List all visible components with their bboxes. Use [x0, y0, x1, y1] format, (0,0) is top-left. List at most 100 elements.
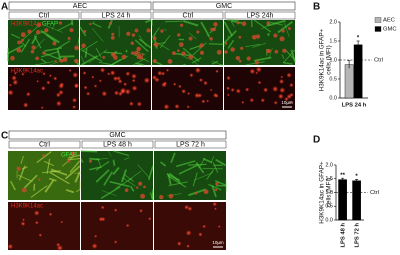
nucleus: [277, 93, 284, 100]
micrograph-merged: [154, 151, 227, 200]
nucleus: [21, 187, 27, 193]
nucleus: [126, 31, 131, 36]
fiber: [178, 163, 199, 175]
nucleus: [214, 207, 217, 211]
fiber: [46, 158, 51, 174]
group-header: GMC: [109, 132, 125, 139]
condition-header-box: [81, 140, 154, 149]
fiber: [223, 30, 237, 44]
micrograph-merged: [7, 19, 80, 66]
nucleus: [69, 28, 74, 33]
fiber: [20, 155, 24, 165]
fiber: [80, 56, 86, 65]
nucleus: [107, 72, 111, 76]
nucleus: [289, 100, 294, 104]
fiber: [138, 38, 152, 49]
fiber: [79, 26, 87, 37]
nucleus: [86, 91, 91, 96]
fiber: [165, 20, 185, 23]
image-bg: [8, 202, 80, 250]
nucleus: [187, 206, 193, 212]
nucleus: [136, 46, 141, 52]
fiber: [11, 33, 21, 39]
fiber: [23, 174, 38, 189]
fiber: [44, 160, 55, 167]
nucleus: [217, 225, 221, 229]
nucleus: [38, 233, 43, 237]
nucleus: [152, 58, 157, 64]
fiber: [252, 42, 267, 48]
nucleus: [281, 29, 285, 33]
fiber: [7, 44, 24, 55]
nucleus: [286, 72, 292, 78]
nucleus: [91, 75, 95, 79]
nucleus: [7, 89, 14, 96]
nucleus: [21, 72, 25, 76]
fiber: [135, 62, 145, 66]
reference-label: Ctrl: [374, 58, 383, 64]
nucleus: [36, 22, 41, 28]
nucleus: [131, 33, 136, 37]
y-axis-label: cells (MFI): [326, 45, 333, 74]
scale-bar-label: 10µm: [212, 240, 224, 245]
fiber: [57, 40, 71, 50]
nucleus: [176, 241, 182, 246]
nucleus: [241, 21, 247, 26]
condition-header-box: [8, 140, 81, 149]
nucleus: [230, 87, 235, 92]
nucleus: [226, 75, 231, 81]
fiber: [34, 61, 54, 66]
fiber: [121, 177, 136, 187]
nucleus: [187, 92, 191, 96]
fiber: [159, 35, 171, 49]
nucleus: [199, 50, 205, 55]
nucleus: [20, 32, 26, 38]
fiber: [98, 61, 114, 66]
nucleus: [110, 35, 115, 40]
fiber: [49, 171, 70, 185]
fiber: [176, 160, 196, 168]
fiber: [89, 166, 102, 171]
fiber: [151, 189, 154, 200]
nucleus: [48, 74, 52, 78]
nucleus: [140, 193, 146, 199]
nucleus: [161, 82, 167, 88]
legend-swatch: [374, 17, 382, 23]
nucleus: [67, 36, 71, 40]
nucleus: [131, 51, 135, 55]
nucleus: [159, 194, 164, 200]
nucleus: [177, 49, 180, 52]
nucleus: [116, 76, 121, 81]
y-tick-label: 1.5: [325, 176, 333, 182]
nucleus: [273, 100, 278, 105]
legend-swatch: [374, 26, 382, 32]
fiber: [36, 151, 52, 164]
nucleus: [153, 42, 159, 48]
fiber: [69, 160, 81, 173]
nucleus: [213, 22, 218, 27]
nucleus: [42, 72, 46, 76]
nucleus: [71, 97, 77, 103]
fiber: [88, 49, 108, 63]
fiber: [137, 164, 150, 179]
y-axis-label: cells (MFI): [326, 178, 333, 207]
nucleus: [109, 70, 116, 76]
error-bar: [341, 177, 345, 181]
nucleus: [255, 34, 261, 39]
bar: [338, 179, 347, 221]
nucleus: [113, 240, 118, 244]
fiber: [223, 21, 233, 37]
fiber: [160, 161, 167, 167]
nucleus: [289, 92, 294, 98]
nucleus: [27, 29, 32, 34]
fiber: [19, 40, 27, 47]
fiber: [144, 19, 152, 24]
y-tick-label: 1.5: [329, 38, 337, 44]
nucleus: [224, 50, 228, 54]
fiber: [206, 169, 214, 180]
nucleus: [44, 28, 49, 33]
fiber: [169, 172, 181, 183]
fiber: [212, 162, 219, 173]
fiber: [80, 158, 84, 163]
